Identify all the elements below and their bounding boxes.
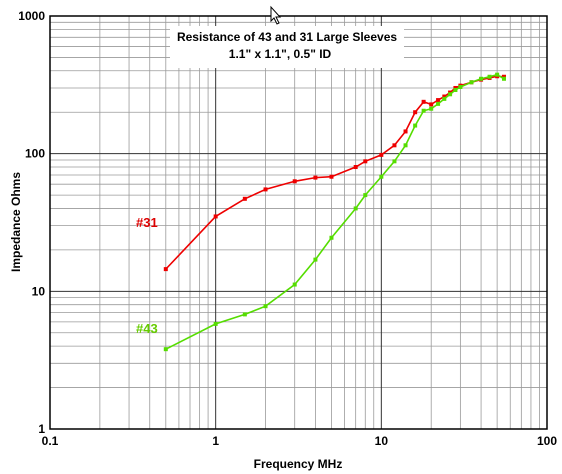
data-point xyxy=(292,179,297,184)
data-point xyxy=(313,175,318,180)
data-point xyxy=(263,304,268,309)
x-tick-labels: 0.1 1 10 100 xyxy=(42,434,558,448)
data-point xyxy=(379,174,384,179)
data-point xyxy=(436,98,441,103)
data-point xyxy=(421,99,426,104)
data-point xyxy=(421,108,426,113)
data-point xyxy=(163,347,168,352)
minor-gridlines xyxy=(50,16,547,429)
data-point xyxy=(353,206,358,211)
data-point xyxy=(403,143,408,148)
data-point xyxy=(163,267,168,272)
data-point xyxy=(442,96,447,101)
data-point xyxy=(403,129,408,134)
data-point xyxy=(329,174,334,179)
data-point xyxy=(242,196,247,201)
data-point xyxy=(479,76,484,81)
chart-title: Resistance of 43 and 31 Large Sleeves xyxy=(177,30,397,44)
data-point xyxy=(242,312,247,317)
y-tick-label: 1000 xyxy=(18,9,45,23)
x-tick-label: 100 xyxy=(537,434,557,448)
data-point xyxy=(458,84,463,89)
data-point xyxy=(495,72,500,77)
x-tick-label: 10 xyxy=(375,434,389,448)
y-tick-labels: 1 10 100 1000 xyxy=(18,9,45,436)
series-layer xyxy=(163,72,506,352)
series-43 xyxy=(163,72,506,352)
data-point xyxy=(213,214,218,219)
data-point xyxy=(453,88,458,93)
data-point xyxy=(363,193,368,198)
data-point xyxy=(469,80,474,85)
data-point xyxy=(392,159,397,164)
data-point xyxy=(429,106,434,111)
data-point xyxy=(442,94,447,99)
data-point xyxy=(453,85,458,90)
chart-title-box: Resistance of 43 and 31 Large Sleeves 1.… xyxy=(170,26,404,68)
plot-frame xyxy=(49,15,548,430)
series-label-31: #31 xyxy=(136,215,158,230)
x-tick-label: 0.1 xyxy=(42,434,59,448)
data-point xyxy=(429,102,434,107)
data-point xyxy=(392,143,397,148)
data-point xyxy=(501,74,506,79)
title-background xyxy=(170,26,404,68)
y-axis-label: Impedance Ohms xyxy=(9,172,23,272)
data-point xyxy=(448,92,453,97)
x-tick-label: 1 xyxy=(212,434,219,448)
data-point xyxy=(329,235,334,240)
mouse-cursor-icon xyxy=(270,5,282,25)
data-point xyxy=(436,101,441,106)
data-point xyxy=(213,321,218,326)
data-point xyxy=(501,76,506,81)
data-point xyxy=(292,282,297,287)
data-point xyxy=(379,152,384,157)
data-point xyxy=(263,187,268,192)
data-point xyxy=(363,159,368,164)
series-label-43: #43 xyxy=(136,321,158,336)
data-point xyxy=(413,123,418,128)
chart-subtitle: 1.1" x 1.1", 0.5" ID xyxy=(229,47,332,61)
data-point xyxy=(313,257,318,262)
data-point xyxy=(353,165,358,170)
x-axis-label: Frequency MHz xyxy=(254,457,343,471)
y-tick-label: 1 xyxy=(38,422,45,436)
y-tick-label: 100 xyxy=(25,147,45,161)
data-point xyxy=(487,74,492,79)
y-tick-label: 10 xyxy=(32,284,46,298)
data-point xyxy=(413,110,418,115)
